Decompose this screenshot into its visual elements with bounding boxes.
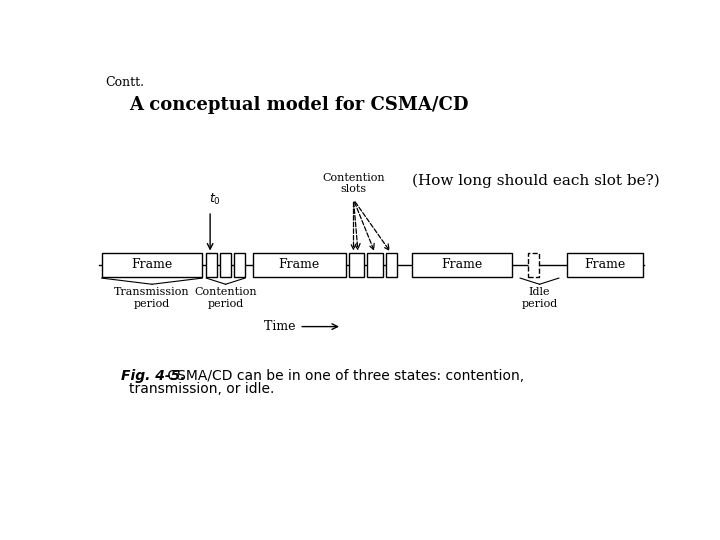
Bar bbox=[349, 253, 364, 276]
Bar bbox=[253, 253, 346, 276]
Text: Frame: Frame bbox=[279, 259, 320, 272]
Text: A conceptual model for CSMA/CD: A conceptual model for CSMA/CD bbox=[129, 96, 468, 113]
Bar bbox=[367, 253, 383, 276]
Bar bbox=[567, 253, 642, 276]
Text: Idle
period: Idle period bbox=[521, 287, 557, 309]
Text: Contention
slots: Contention slots bbox=[322, 173, 384, 194]
Text: Contention
period: Contention period bbox=[194, 287, 257, 309]
Text: Time: Time bbox=[264, 320, 300, 333]
Text: $t_0$: $t_0$ bbox=[209, 192, 220, 207]
Text: Contt.: Contt. bbox=[106, 76, 145, 89]
Text: Transmission
period: Transmission period bbox=[114, 287, 190, 309]
Bar bbox=[234, 253, 245, 276]
Text: Frame: Frame bbox=[131, 259, 173, 272]
Text: Frame: Frame bbox=[584, 259, 625, 272]
Text: Frame: Frame bbox=[441, 259, 482, 272]
Text: CSMA/CD can be in one of three states: contention,: CSMA/CD can be in one of three states: c… bbox=[163, 369, 524, 383]
Bar bbox=[206, 253, 217, 276]
Bar bbox=[220, 253, 231, 276]
Text: transmission, or idle.: transmission, or idle. bbox=[129, 382, 274, 396]
Bar bbox=[386, 253, 397, 276]
Bar bbox=[412, 253, 513, 276]
Bar bbox=[102, 253, 202, 276]
Text: Fig. 4-5.: Fig. 4-5. bbox=[121, 369, 186, 383]
Text: (How long should each slot be?): (How long should each slot be?) bbox=[412, 173, 660, 188]
Bar bbox=[528, 253, 539, 276]
